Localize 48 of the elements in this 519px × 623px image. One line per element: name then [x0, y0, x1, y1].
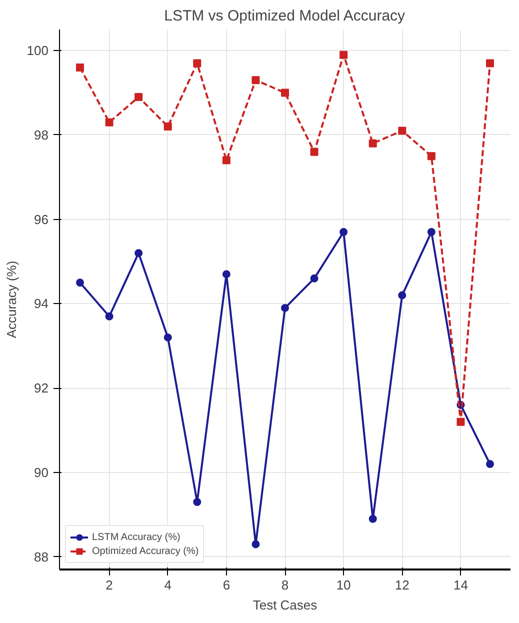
- x-tick-label: 6: [222, 578, 230, 592]
- point: [427, 152, 436, 160]
- point: [456, 418, 465, 426]
- x-tick-label: 14: [453, 578, 468, 592]
- legend-label: LSTM Accuracy (%): [92, 530, 180, 544]
- point: [340, 50, 348, 59]
- y-tick-label: 98: [34, 127, 49, 142]
- x-tick-label: 2: [106, 578, 113, 592]
- y-tick-label: 94: [34, 296, 49, 312]
- point: [281, 88, 289, 97]
- point: [76, 278, 84, 287]
- point: [76, 63, 84, 72]
- point: [486, 59, 494, 68]
- point: [486, 460, 494, 468]
- point: [134, 249, 143, 258]
- point: [164, 333, 172, 342]
- point: [105, 118, 114, 126]
- point: [310, 148, 318, 156]
- y-axis-title: Accuracy (%): [4, 260, 19, 338]
- point: [368, 514, 377, 523]
- x-tick-label: 4: [164, 578, 172, 592]
- legend-label: Optimized Accuracy (%): [92, 544, 199, 558]
- y-tick-label: 100: [26, 43, 49, 58]
- y-tick-label: 92: [34, 380, 49, 396]
- point: [252, 540, 260, 548]
- x-tick-label: 10: [336, 578, 351, 592]
- x-tick-label: 8: [281, 578, 289, 592]
- point: [281, 304, 289, 312]
- y-tick-label: 96: [34, 212, 49, 227]
- point: [193, 59, 202, 68]
- x-axis-title: Test Cases: [252, 598, 318, 612]
- point: [340, 228, 348, 236]
- point: [193, 498, 202, 506]
- x-tick-label: 12: [394, 578, 410, 592]
- point: [164, 122, 172, 131]
- y-tick-label: 90: [34, 464, 49, 480]
- point: [368, 139, 377, 148]
- point: [398, 291, 406, 300]
- chart-title: LSTM vs Optimized Model Accuracy: [164, 8, 406, 24]
- point: [252, 76, 260, 84]
- point: [398, 126, 406, 135]
- point: [105, 312, 114, 320]
- point: [222, 270, 230, 278]
- y-tick-label: 88: [34, 549, 49, 564]
- point: [134, 93, 143, 101]
- point: [222, 156, 230, 164]
- point: [310, 274, 318, 282]
- point: [427, 228, 436, 236]
